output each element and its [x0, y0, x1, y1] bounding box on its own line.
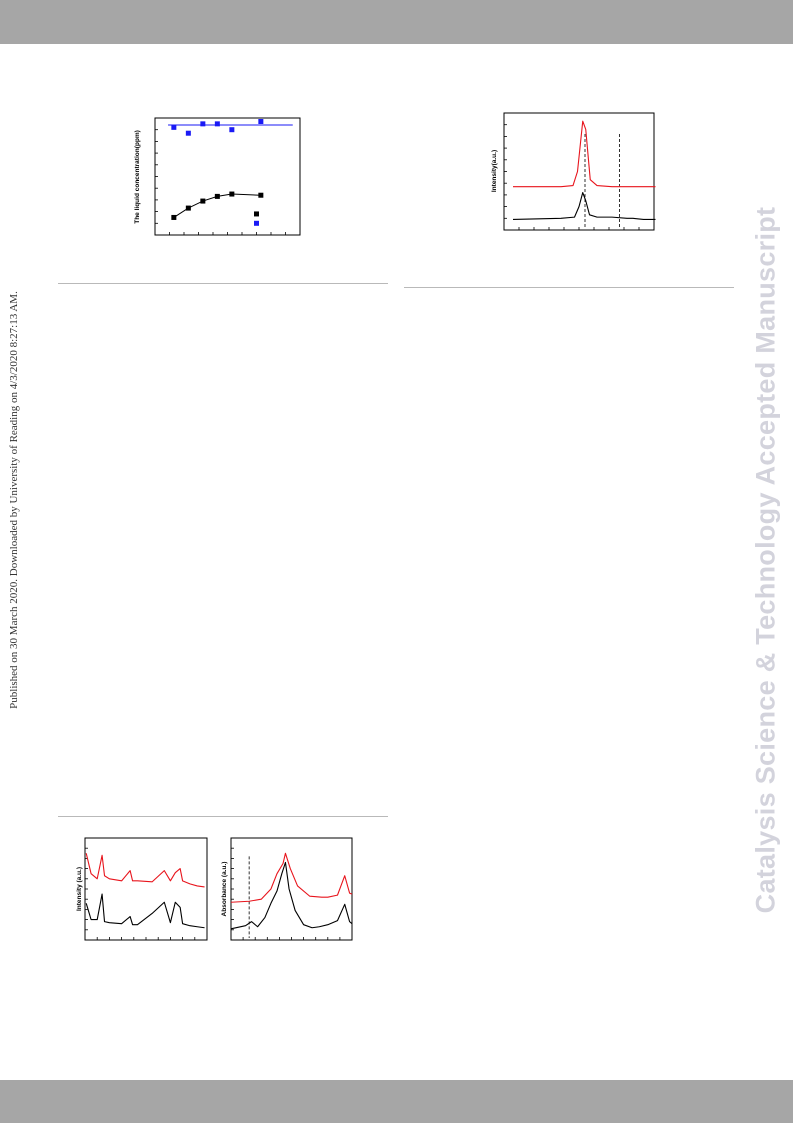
- data-point: [254, 211, 259, 217]
- y-axis-label: Absorbance (a.u.): [221, 862, 228, 917]
- plot-marks: [230, 847, 353, 940]
- y-axis-label: The liquid concentration(ppm): [134, 130, 141, 224]
- data-point: [258, 119, 264, 125]
- plot-frame: [154, 117, 301, 236]
- data-point: [258, 192, 264, 198]
- y-axis-label: Intensity (a.u.): [76, 867, 83, 911]
- data-point: [229, 191, 235, 197]
- footer-band: [0, 1080, 793, 1123]
- data-point: [200, 121, 206, 127]
- y-axis-label: Intensity(a.u.): [491, 150, 498, 192]
- series-line: [230, 852, 353, 903]
- series-line: [512, 192, 656, 221]
- data-point: [254, 220, 259, 226]
- intensity-chart: Intensity(a.u.): [491, 112, 656, 231]
- liquid-concentration-chart: The liquid concentration(ppm): [134, 117, 301, 236]
- data-point: [229, 127, 235, 133]
- section-divider: [404, 287, 734, 288]
- series-line: [85, 893, 205, 929]
- plot-frame: [84, 837, 208, 941]
- data-point: [185, 205, 191, 211]
- section-divider: [58, 283, 388, 284]
- journal-watermark: Catalysis Science & Technology Accepted …: [750, 206, 781, 914]
- series-line: [230, 861, 353, 930]
- data-point: [200, 198, 206, 204]
- plot-marks: [504, 120, 656, 230]
- header-band: [0, 0, 793, 44]
- absorbance-chart: Absorbance (a.u.): [221, 837, 353, 941]
- data-point: [171, 214, 177, 220]
- raman-intensity-chart: Intensity (a.u.): [76, 837, 208, 941]
- data-point: [214, 193, 220, 199]
- plot-marks: [155, 119, 293, 235]
- section-divider: [58, 816, 388, 817]
- plot-marks: [85, 847, 205, 940]
- data-point: [185, 130, 191, 136]
- publication-note: Published on 30 March 2020. Downloaded b…: [8, 291, 20, 709]
- data-point: [214, 121, 220, 127]
- data-point: [171, 124, 177, 130]
- plot-frame: [503, 112, 655, 231]
- series-line: [85, 853, 205, 888]
- series-line: [513, 120, 656, 188]
